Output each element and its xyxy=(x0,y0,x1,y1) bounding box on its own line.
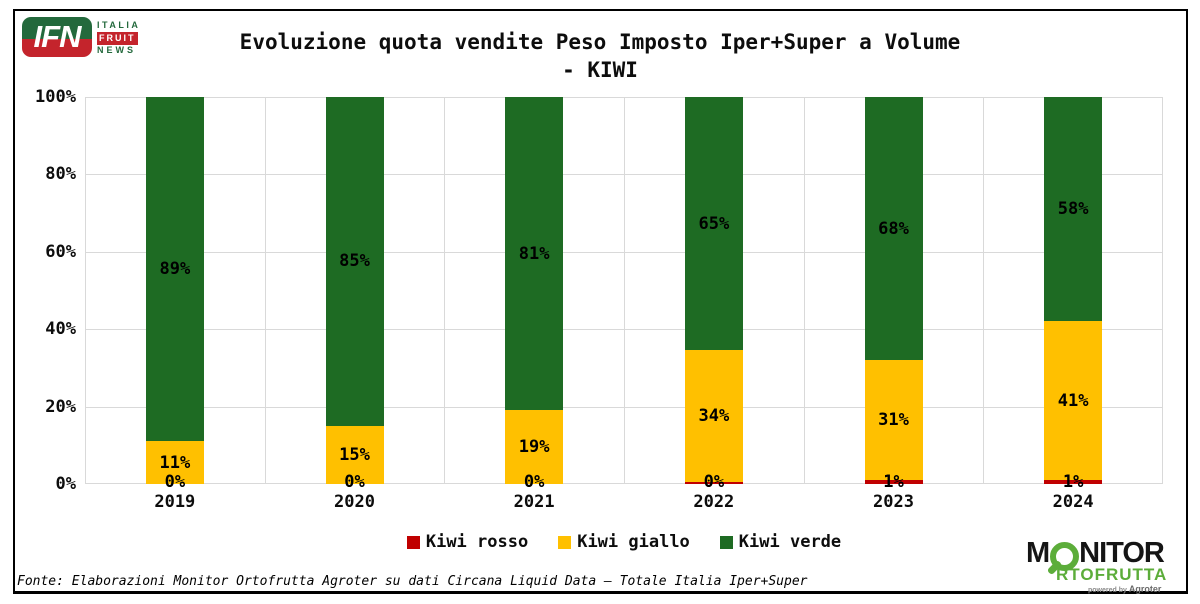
bar-label-kiwi-giallo-2020: 15% xyxy=(339,444,370,465)
bar-segment-kiwi-rosso-2023 xyxy=(864,480,923,484)
gridline-v-5 xyxy=(983,97,985,484)
legend-swatch-kiwi-giallo xyxy=(558,535,572,549)
bar-segment-kiwi-verde-2020 xyxy=(325,97,384,426)
x-tick-2022: 2022 xyxy=(693,492,735,512)
bar-label-kiwi-rosso-2022: 0% xyxy=(703,472,725,492)
ifn-news-text: NEWS xyxy=(97,45,136,55)
bar-segment-kiwi-rosso-2022 xyxy=(684,482,743,484)
bar-label-kiwi-rosso-2019: 0% xyxy=(164,472,186,492)
y-tick-100: 100% xyxy=(35,87,76,107)
x-tick-2021: 2021 xyxy=(513,492,555,512)
bar-segment-kiwi-giallo-2020 xyxy=(325,425,384,484)
bar-label-kiwi-giallo-2022: 34% xyxy=(698,406,730,427)
gridline-v-4 xyxy=(803,97,805,484)
ifn-badge-icon: IFN xyxy=(22,17,92,57)
powered-by-text: powered by xyxy=(1088,587,1127,594)
report-frame xyxy=(13,9,1188,594)
legend-label-kiwi-verde: Kiwi verde xyxy=(738,532,842,552)
x-tick-2019: 2019 xyxy=(154,492,196,512)
gridline-v-1 xyxy=(264,97,266,484)
monitor-nitor-text: NITOR xyxy=(1079,537,1165,569)
bar-segment-kiwi-giallo-2021 xyxy=(505,410,564,484)
legend-item-kiwi-giallo: Kiwi giallo xyxy=(558,532,690,552)
gridline-v-2 xyxy=(444,97,446,484)
y-tick-0: 0% xyxy=(55,474,76,494)
monitor-m-text: M xyxy=(1026,537,1050,569)
legend-item-kiwi-rosso: Kiwi rosso xyxy=(406,532,529,552)
monitor-powered-by: powered by Agroter xyxy=(1088,584,1184,594)
bar-label-kiwi-rosso-2024: 1% xyxy=(1062,472,1084,492)
ifn-badge-text: IFN xyxy=(33,19,82,54)
legend-label-kiwi-rosso: Kiwi rosso xyxy=(425,532,529,552)
legend-swatch-kiwi-verde xyxy=(719,535,733,549)
agroter-text: Agroter xyxy=(1128,584,1162,594)
gridline-v-3 xyxy=(624,97,625,484)
chart-title: Evoluzione quota vendite Peso Imposto Ip… xyxy=(0,28,1200,84)
ifn-badge-green xyxy=(22,17,92,39)
ifn-badge-red xyxy=(22,39,92,57)
chart-title-line1: Evoluzione quota vendite Peso Imposto Ip… xyxy=(239,30,961,54)
bar-segment-kiwi-giallo-2023 xyxy=(864,360,923,481)
bar-label-kiwi-rosso-2020: 0% xyxy=(344,472,365,492)
bar-label-kiwi-verde-2022: 65% xyxy=(698,213,730,234)
y-tick-60: 60% xyxy=(45,241,76,262)
x-tick-2024: 2024 xyxy=(1052,492,1094,512)
bar-label-kiwi-verde-2023: 68% xyxy=(878,218,909,239)
x-tick-2023: 2023 xyxy=(873,492,914,512)
bar-label-kiwi-rosso-2023: 1% xyxy=(883,472,904,492)
bar-label-kiwi-giallo-2024: 41% xyxy=(1057,390,1089,411)
monitor-rtofrutta-text: RTOFRUTTA xyxy=(1056,565,1168,584)
bar-segment-kiwi-giallo-2022 xyxy=(684,350,743,483)
bar-segment-kiwi-verde-2022 xyxy=(684,97,743,351)
bar-label-kiwi-verde-2024: 58% xyxy=(1057,199,1089,220)
bar-segment-kiwi-verde-2021 xyxy=(505,97,564,411)
bar-label-kiwi-verde-2020: 85% xyxy=(339,251,370,272)
ifn-wordmark: ITALIA FRUIT NEWS xyxy=(97,17,140,56)
bar-segment-kiwi-giallo-2024 xyxy=(1044,321,1103,481)
bar-label-kiwi-giallo-2023: 31% xyxy=(878,410,909,431)
bar-label-kiwi-verde-2019: 89% xyxy=(159,259,191,280)
source-note: Fonte: Elaborazioni Monitor Ortofrutta A… xyxy=(17,574,808,589)
monitor-ortofrutta-logo: M NITOR RTOFRUTTA powered by Agroter xyxy=(1026,538,1184,594)
legend-swatch-kiwi-rosso xyxy=(406,535,420,549)
bar-segment-kiwi-rosso-2024 xyxy=(1044,480,1103,484)
magnifier-icon xyxy=(1046,541,1080,575)
ifn-fruit-text: FRUIT xyxy=(97,32,138,45)
x-tick-2020: 2020 xyxy=(334,492,375,512)
bar-segment-kiwi-giallo-2019 xyxy=(145,441,204,484)
bar-segment-kiwi-verde-2023 xyxy=(864,97,923,361)
bar-label-kiwi-giallo-2019: 11% xyxy=(159,452,191,473)
ifn-italia-text: ITALIA xyxy=(97,20,141,30)
legend-item-kiwi-verde: Kiwi verde xyxy=(719,532,842,552)
ifn-logo: IFN ITALIA FRUIT NEWS xyxy=(22,17,140,57)
bar-segment-kiwi-verde-2019 xyxy=(145,97,204,442)
chart-title-line2: - KIWI xyxy=(562,58,638,82)
y-tick-80: 80% xyxy=(45,164,76,185)
y-tick-40: 40% xyxy=(45,319,76,340)
y-tick-20: 20% xyxy=(45,396,76,417)
bar-label-kiwi-giallo-2021: 19% xyxy=(518,437,550,458)
legend-label-kiwi-giallo: Kiwi giallo xyxy=(577,532,690,552)
bar-label-kiwi-verde-2021: 81% xyxy=(518,243,550,264)
chart-legend: Kiwi rosso Kiwi giallo Kiwi verde xyxy=(85,532,1163,552)
bar-label-kiwi-rosso-2021: 0% xyxy=(523,472,545,492)
monitor-logo-line1: M NITOR xyxy=(1026,537,1184,575)
bar-segment-kiwi-verde-2024 xyxy=(1044,97,1103,322)
